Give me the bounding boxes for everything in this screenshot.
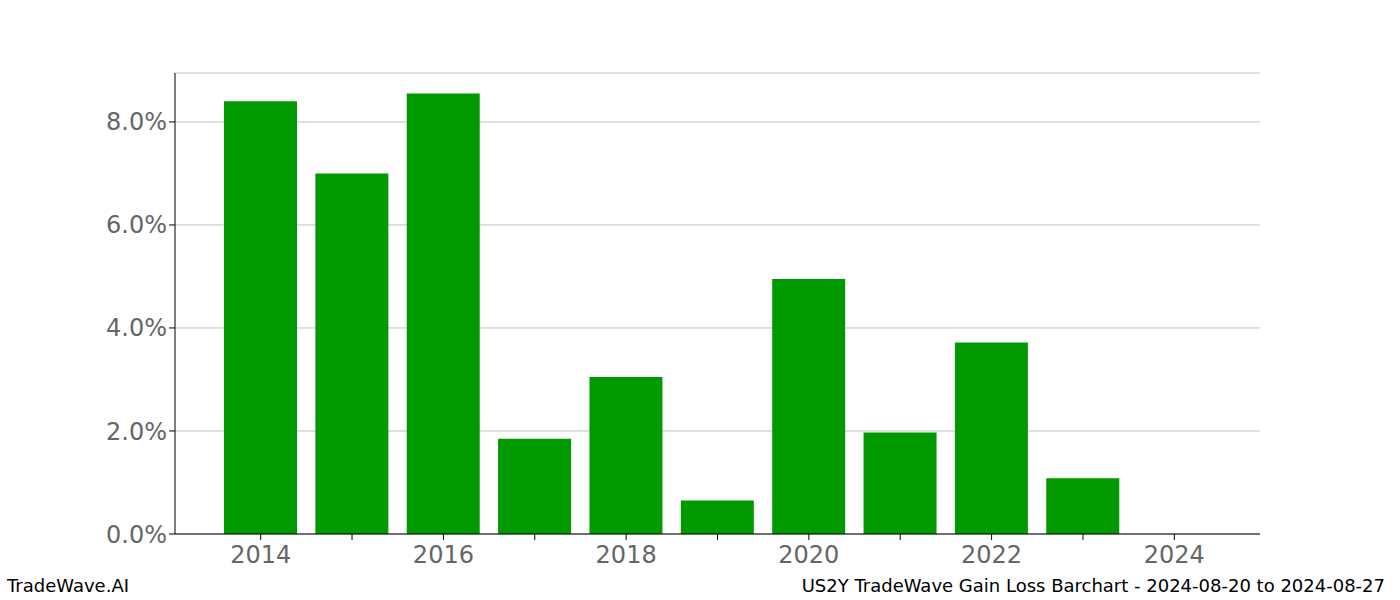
- svg-text:2016: 2016: [413, 541, 474, 569]
- svg-text:2022: 2022: [961, 541, 1022, 569]
- svg-text:2024: 2024: [1144, 541, 1205, 569]
- svg-text:2.0%: 2.0%: [106, 418, 167, 446]
- svg-text:2018: 2018: [596, 541, 657, 569]
- svg-text:2020: 2020: [778, 541, 839, 569]
- html-text:TradeWave.AI: TradeWave.AI: [7, 575, 129, 596]
- svg-text:2014: 2014: [230, 541, 291, 569]
- svg-text:6.0%: 6.0%: [106, 211, 167, 239]
- svg-text:0.0%: 0.0%: [106, 521, 167, 549]
- html-text:US2Y TradeWave Gain Loss Barch: US2Y TradeWave Gain Loss Barchart - 2024…: [801, 575, 1385, 596]
- svg-text:8.0%: 8.0%: [106, 108, 167, 136]
- svg-text:4.0%: 4.0%: [106, 314, 167, 342]
